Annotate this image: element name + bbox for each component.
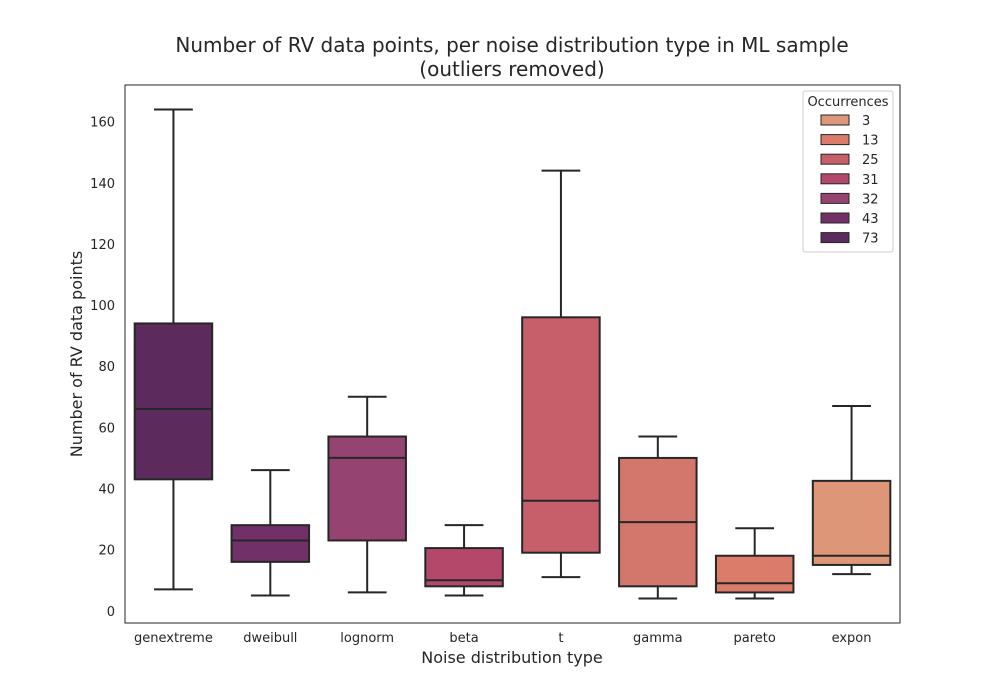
x-tick-label-pareto: pareto [734,631,776,646]
x-tick-label-expon: expon [832,631,872,646]
x-tick-label-genextreme: genextreme [134,631,213,646]
box-series [133,108,892,600]
legend-label-31: 31 [862,173,879,188]
x-tick-label-dweibull: dweibull [243,631,297,646]
box-dweibull [230,469,311,597]
legend-frame [802,90,894,253]
legend-label-25: 25 [862,153,879,168]
legend-swatch-31 [820,173,850,185]
y-tick-label-60: 60 [98,421,115,436]
y-tick-label-20: 20 [98,544,115,559]
box-beta [424,524,504,597]
chart-title-line-1: Number of RV data points, per noise dist… [175,33,848,57]
x-tick-label-gamma: gamma [633,631,683,646]
legend-label-43: 43 [862,212,879,227]
iqr-box-dweibull [230,524,311,563]
x-tick-label-lognorm: lognorm [340,631,394,646]
y-tick-label-80: 80 [98,360,115,375]
legend-label-32: 32 [862,192,879,207]
box-expon [811,404,892,576]
box-lognorm [327,395,407,594]
iqr-box-lognorm [327,435,407,542]
x-axis-ticks: genextreme dweibull lognorm beta t gamma paret… [134,631,871,646]
legend-entries: 3 13 25 31 32 43 73 [820,114,879,247]
y-tick-label-40: 40 [98,483,115,498]
y-tick-label-120: 120 [90,238,115,253]
iqr-box-pareto [714,554,795,594]
chart-title-line-2: (outliers removed) [419,57,604,81]
legend-swatch-43 [820,212,850,224]
x-axis-label: Noise distribution type [421,648,602,667]
x-tick-label-beta: beta [449,631,478,646]
box-pareto [714,527,795,600]
legend-swatch-25 [820,153,850,165]
legend-swatch-73 [820,232,850,244]
legend-label-13: 13 [862,134,879,149]
y-tick-label-0: 0 [107,605,115,620]
y-axis-ticks: 0 20 40 60 80 100 120 140 160 [90,116,115,620]
y-tick-label-160: 160 [90,116,115,131]
legend-title: Occurrences [807,95,888,110]
legend-label-3: 3 [862,114,870,129]
legend-swatch-32 [820,192,850,204]
plot-area-frame [124,84,901,624]
legend: Occurrences 3 13 25 31 32 43 73 [802,90,894,253]
legend-swatch-13 [820,134,850,146]
y-tick-label-140: 140 [90,177,115,192]
iqr-box-genextreme [133,322,214,481]
iqr-box-expon [811,479,892,566]
y-axis-label: Number of RV data points [67,251,86,457]
legend-swatch-3 [820,114,850,126]
box-t [521,169,601,579]
box-genextreme [133,108,214,591]
legend-label-73: 73 [862,232,879,247]
y-tick-label-100: 100 [90,299,115,314]
box-gamma [618,435,698,600]
x-tick-label-t: t [558,631,563,646]
iqr-box-t [521,316,601,554]
